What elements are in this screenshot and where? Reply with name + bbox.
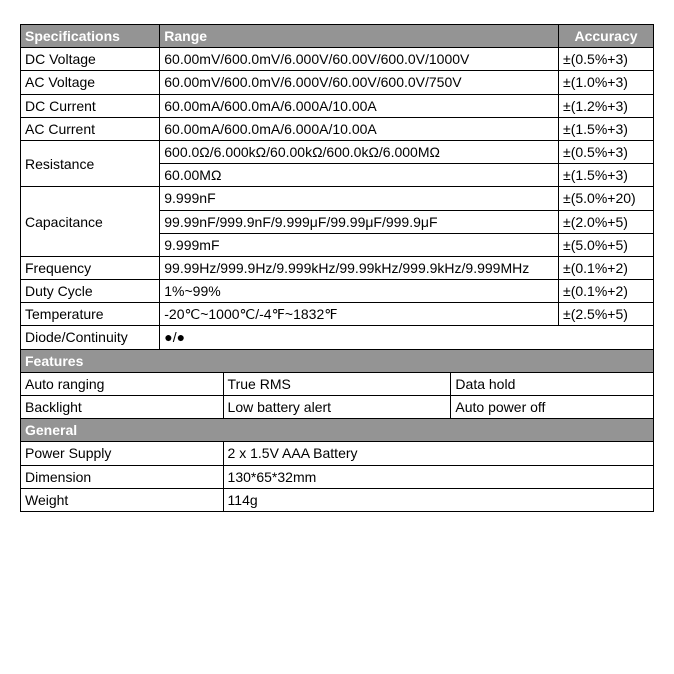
spec-range: 9.999mF [160,233,559,256]
feature-cell: True RMS [223,372,451,395]
spec-acc: ±(2.0%+5) [559,210,654,233]
row-dc-voltage: DC Voltage 60.00mV/600.0mV/6.000V/60.00V… [21,48,654,71]
row-frequency: Frequency 99.99Hz/999.9Hz/9.999kHz/99.99… [21,256,654,279]
spec-label: AC Current [21,117,160,140]
spec-label: Resistance [21,140,160,186]
general-label: Power Supply [21,442,224,465]
features-row-2: Backlight Low battery alert Auto power o… [21,396,654,419]
general-row-dimension: Dimension 130*65*32mm [21,465,654,488]
spec-label: Capacitance [21,187,160,257]
spec-acc: ±(1.0%+3) [559,71,654,94]
row-resistance-1: Resistance 600.0Ω/6.000kΩ/60.00kΩ/600.0k… [21,140,654,163]
general-value: 114g [223,488,653,511]
table-header-row: Specifications Range Accuracy [21,25,654,48]
feature-cell: Low battery alert [223,396,451,419]
spec-range: 99.99nF/999.9nF/9.999μF/99.99μF/999.9μF [160,210,559,233]
spec-range: 60.00mA/600.0mA/6.000A/10.00A [160,117,559,140]
general-label: Weight [21,488,224,511]
feature-cell: Auto power off [451,396,654,419]
spec-range: 60.00mA/600.0mA/6.000A/10.00A [160,94,559,117]
spec-table: Specifications Range Accuracy DC Voltage… [20,24,654,512]
spec-label: AC Voltage [21,71,160,94]
row-capacitance-1: Capacitance 9.999nF ±(5.0%+20) [21,187,654,210]
spec-acc: ±(0.1%+2) [559,280,654,303]
spec-label: Temperature [21,303,160,326]
spec-acc: ±(5.0%+20) [559,187,654,210]
spec-label: Frequency [21,256,160,279]
spec-acc: ±(0.5%+3) [559,48,654,71]
col-header-accuracy: Accuracy [559,25,654,48]
spec-range: 99.99Hz/999.9Hz/9.999kHz/99.99kHz/999.9k… [160,256,559,279]
row-ac-current: AC Current 60.00mA/600.0mA/6.000A/10.00A… [21,117,654,140]
spec-range: -20℃~1000℃/-4℉~1832℉ [160,303,559,326]
spec-acc: ±(1.5%+3) [559,164,654,187]
spec-range: 60.00mV/600.0mV/6.000V/60.00V/600.0V/750… [160,71,559,94]
spec-range: 60.00mV/600.0mV/6.000V/60.00V/600.0V/100… [160,48,559,71]
spec-acc: ±(0.1%+2) [559,256,654,279]
section-general: General [21,419,654,442]
spec-label: Duty Cycle [21,280,160,303]
spec-label: Diode/Continuity [21,326,160,349]
spec-label: DC Voltage [21,48,160,71]
feature-cell: Auto ranging [21,372,224,395]
spec-range: 1%~99% [160,280,559,303]
section-title: General [21,419,654,442]
row-duty-cycle: Duty Cycle 1%~99% ±(0.1%+2) [21,280,654,303]
general-row-weight: Weight 114g [21,488,654,511]
section-features: Features [21,349,654,372]
general-value: 130*65*32mm [223,465,653,488]
general-label: Dimension [21,465,224,488]
feature-cell: Backlight [21,396,224,419]
spec-acc: ±(5.0%+5) [559,233,654,256]
spec-range: ●/● [160,326,654,349]
row-temperature: Temperature -20℃~1000℃/-4℉~1832℉ ±(2.5%+… [21,303,654,326]
general-value: 2 x 1.5V AAA Battery [223,442,653,465]
general-row-power: Power Supply 2 x 1.5V AAA Battery [21,442,654,465]
features-row-1: Auto ranging True RMS Data hold [21,372,654,395]
spec-range: 600.0Ω/6.000kΩ/60.00kΩ/600.0kΩ/6.000MΩ [160,140,559,163]
row-diode-continuity: Diode/Continuity ●/● [21,326,654,349]
spec-acc: ±(1.5%+3) [559,117,654,140]
row-dc-current: DC Current 60.00mA/600.0mA/6.000A/10.00A… [21,94,654,117]
spec-range: 9.999nF [160,187,559,210]
row-ac-voltage: AC Voltage 60.00mV/600.0mV/6.000V/60.00V… [21,71,654,94]
col-header-spec: Specifications [21,25,160,48]
spec-label: DC Current [21,94,160,117]
spec-acc: ±(0.5%+3) [559,140,654,163]
spec-acc: ±(1.2%+3) [559,94,654,117]
spec-acc: ±(2.5%+5) [559,303,654,326]
section-title: Features [21,349,654,372]
feature-cell: Data hold [451,372,654,395]
col-header-range: Range [160,25,559,48]
spec-range: 60.00MΩ [160,164,559,187]
